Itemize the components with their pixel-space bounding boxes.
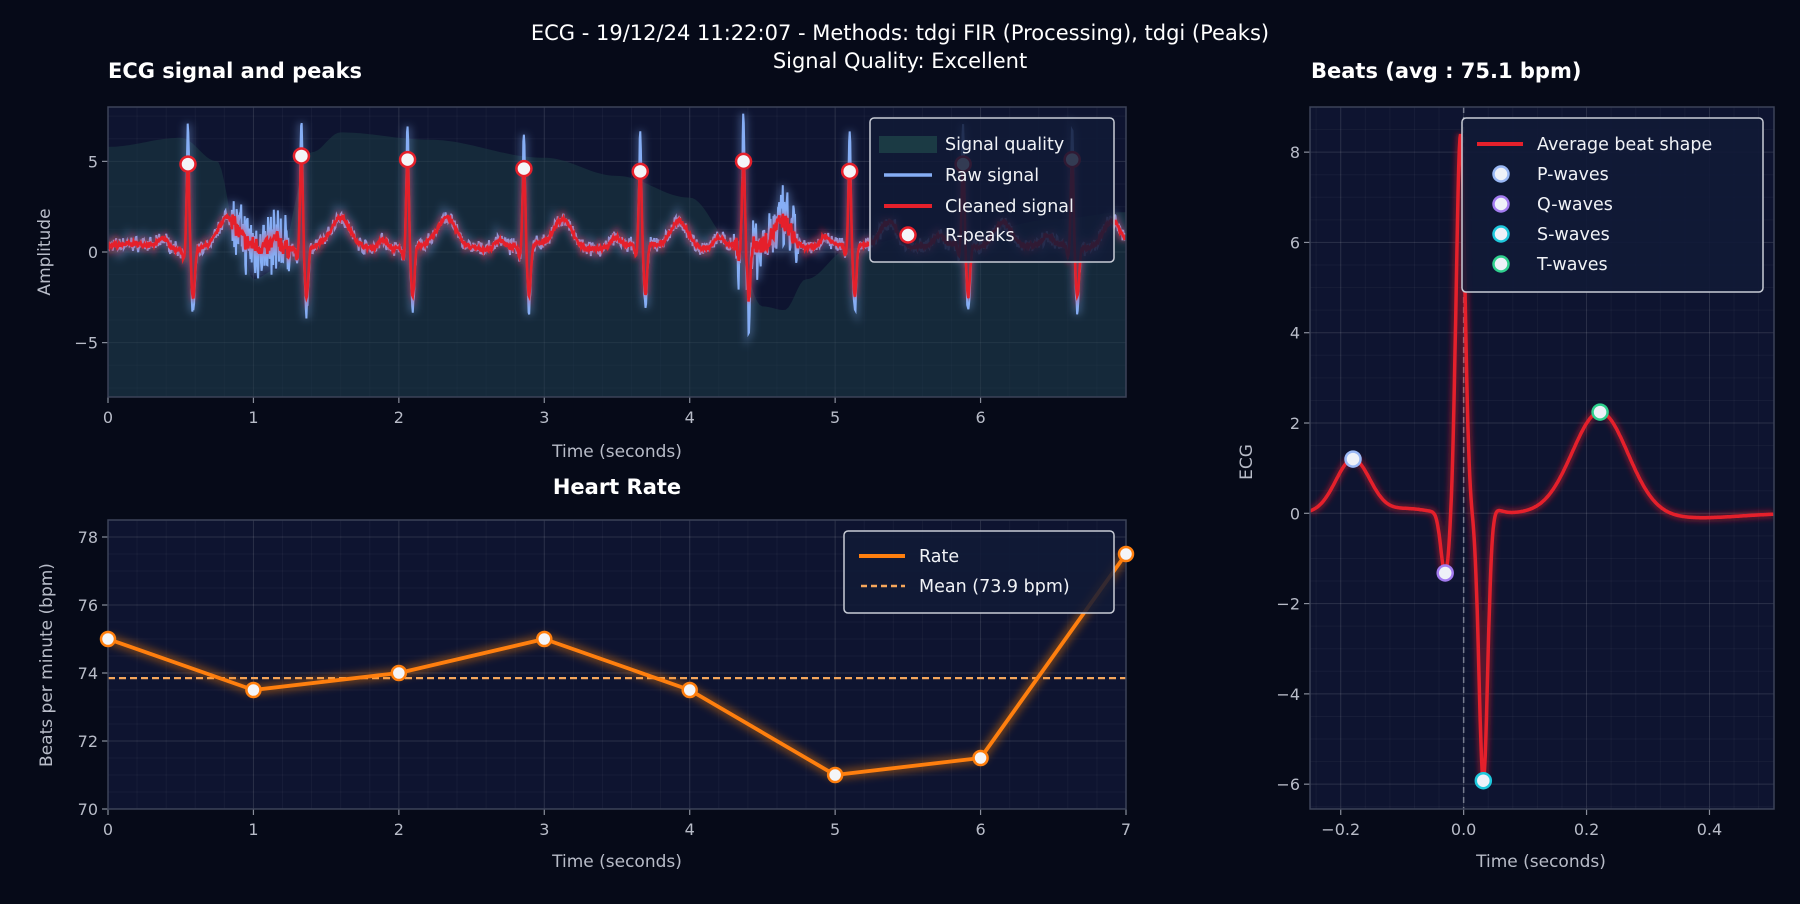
y-tick-label: 5 [88, 152, 98, 171]
y-tick-label: 70 [78, 800, 98, 819]
figure-title: ECG - 19/12/24 11:22:07 - Methods: tdgi … [531, 21, 1269, 45]
y-tick-label: 74 [78, 664, 98, 683]
x-tick-label: 6 [975, 820, 985, 839]
x-tick-label: 0.0 [1451, 820, 1476, 839]
figure-subtitle: Signal Quality: Excellent [773, 49, 1027, 73]
y-tick-label: 4 [1290, 324, 1300, 343]
axes-frame [107, 106, 1127, 398]
y-tick-label: 6 [1290, 233, 1300, 252]
q-wavesmarker [1436, 564, 1454, 582]
y-tick-label: −2 [1276, 595, 1300, 614]
x-tick-label: 0 [103, 408, 113, 427]
r-peak-marker [515, 159, 533, 178]
hr-ylabel: Beats per minute (bpm) [37, 563, 57, 767]
hr-legend: Rate Mean (73.9 bpm) [843, 530, 1115, 614]
legend-s-label: S-waves [1537, 225, 1610, 245]
legend-avg-label: Average beat shape [1537, 135, 1712, 155]
axes-frame [107, 519, 1127, 810]
rate-point [972, 749, 989, 767]
y-tick-label: 0 [1290, 504, 1300, 523]
legend-cleaned-label: Cleaned signal [945, 197, 1074, 217]
x-tick-label: 0.4 [1697, 820, 1722, 839]
legend-q-label: Q-waves [1537, 195, 1613, 215]
rate-point [245, 681, 262, 699]
rate-point [99, 630, 117, 648]
r-peak-marker [840, 162, 859, 181]
legend-quality-label: Signal quality [945, 135, 1064, 155]
ecg-ylabel: Amplitude [35, 208, 55, 295]
beats-legend: Average beat shape P-waves Q-waves S-wav… [1461, 117, 1764, 293]
r-peak-marker [398, 150, 417, 169]
y-tick-label: 2 [1290, 414, 1300, 433]
legend-t-marker [1492, 255, 1510, 273]
t-wavesmarker [1591, 403, 1609, 421]
legend-rpeak-label: R-peaks [945, 226, 1015, 246]
s-wavesmarker [1474, 771, 1493, 790]
x-tick-label: 2 [394, 408, 404, 427]
legend-mean-label: Mean (73.9 bpm) [919, 577, 1070, 597]
legend-s-marker [1492, 225, 1510, 243]
r-peak-marker [179, 155, 197, 173]
x-tick-label: 3 [539, 820, 549, 839]
hr-title: Heart Rate [553, 475, 681, 499]
y-tick-label: 78 [78, 528, 98, 547]
signal-quality-area [108, 132, 1126, 397]
rate-point [1117, 545, 1135, 563]
y-tick-label: −4 [1276, 685, 1300, 704]
axes-frame [1309, 106, 1775, 810]
p-wavesmarker [1344, 450, 1362, 468]
y-tick-label: 8 [1290, 143, 1300, 162]
x-tick-label: 7 [1121, 820, 1131, 839]
legend-p-label: P-waves [1537, 165, 1609, 185]
x-tick-label: 4 [685, 408, 695, 427]
x-tick-label: 4 [685, 820, 695, 839]
x-tick-label: 2 [394, 820, 404, 839]
rate-line [108, 552, 1126, 777]
ecg-title: ECG signal and peaks [108, 59, 362, 83]
y-tick-label: −6 [1276, 775, 1300, 794]
hr-xlabel: Time (seconds) [551, 852, 682, 872]
legend-quality-swatch [879, 136, 937, 153]
y-tick-label: 72 [78, 732, 98, 751]
ecg-legend: Signal quality Raw signal Cleaned signal… [869, 117, 1115, 263]
average-beat-line [1310, 133, 1774, 782]
rate-point [390, 664, 408, 682]
y-tick-label: 76 [78, 596, 98, 615]
legend-raw-label: Raw signal [945, 166, 1039, 186]
rate-point [681, 681, 698, 699]
legend-q-marker [1492, 195, 1510, 213]
x-tick-label: −0.2 [1321, 820, 1360, 839]
r-peak-marker [734, 152, 753, 171]
x-tick-label: 5 [830, 408, 840, 427]
x-tick-label: 5 [830, 820, 840, 839]
x-tick-label: 1 [248, 820, 258, 839]
rate-point [536, 630, 553, 648]
beats-xlabel: Time (seconds) [1475, 852, 1606, 872]
legend-rpeak-marker [899, 226, 917, 244]
x-tick-label: 0 [103, 820, 113, 839]
plot-content [1310, 107, 1774, 809]
x-tick-label: 3 [539, 408, 549, 427]
r-peak-marker [631, 162, 650, 181]
legend-p-marker [1492, 165, 1510, 183]
x-tick-label: 6 [975, 408, 985, 427]
y-tick-label: −5 [74, 334, 98, 353]
x-tick-label: 1 [248, 408, 258, 427]
legend-rate-label: Rate [919, 547, 959, 567]
beats-ylabel: ECG [1237, 444, 1257, 480]
rate-point [826, 766, 844, 784]
ecg-xlabel: Time (seconds) [551, 442, 682, 462]
plot-content [108, 520, 1126, 809]
legend-t-label: T-waves [1536, 255, 1608, 275]
y-tick-label: 0 [88, 243, 98, 262]
x-tick-label: 0.2 [1574, 820, 1599, 839]
r-peak-marker [292, 147, 311, 165]
beats-title: Beats (avg : 75.1 bpm) [1311, 59, 1581, 83]
